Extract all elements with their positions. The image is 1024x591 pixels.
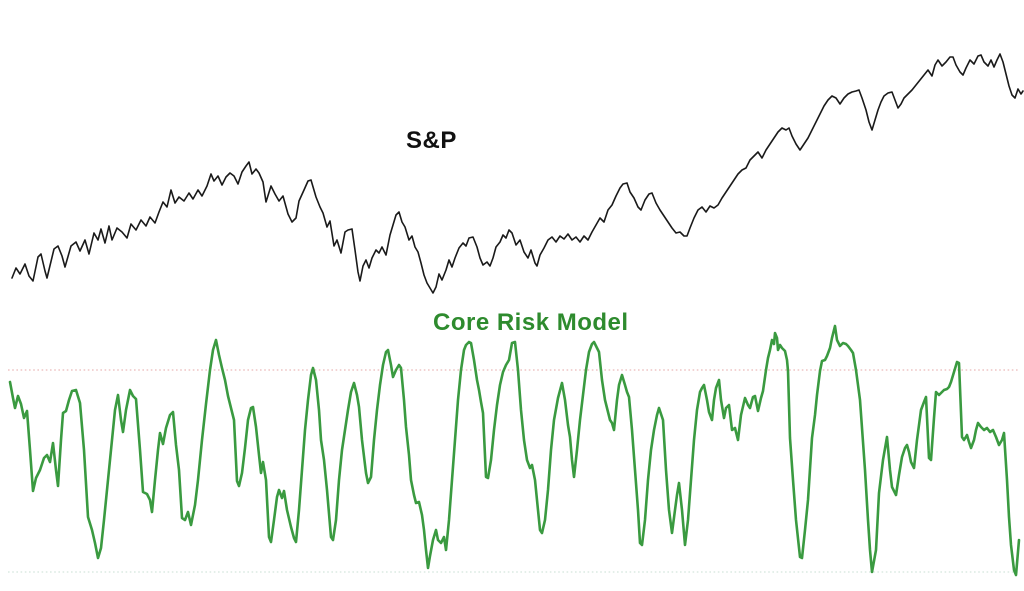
core-risk-model-series-line <box>8 324 1021 577</box>
risk-model-series-label: Core Risk Model <box>433 309 629 336</box>
sp-series-label: S&P <box>406 127 457 154</box>
s-p-series-line <box>11 53 1024 294</box>
